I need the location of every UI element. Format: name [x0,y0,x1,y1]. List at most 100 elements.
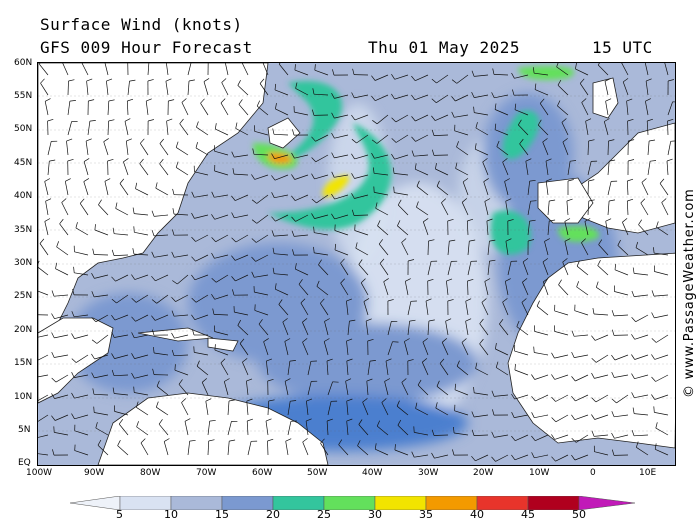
wind-barb [483,181,489,196]
wind-barb-flag [111,249,115,256]
wind-shading [38,68,618,451]
wind-barb [535,394,549,402]
wind-barb [514,369,529,376]
wind-barb [360,282,369,296]
wind-barb-flag [324,318,330,322]
wind-barb-flag [571,395,576,402]
wind-barb-flag [232,289,235,296]
colorbar-label-15: 15 [215,508,229,521]
wind-barb [334,249,349,256]
wind-barb-flag [131,297,137,303]
wind-barb-flag [151,230,155,237]
wind-barb [514,109,529,116]
wind-barb [187,441,191,456]
wind-barb-flag [387,299,394,302]
wind-barb-flag [45,98,51,102]
wind-barb-flag [79,198,85,204]
wind-barb [93,254,109,256]
wind-barb-flag [220,358,226,364]
wind-barb [246,381,249,396]
wind-barb-flag [511,72,515,79]
wind-barb [456,365,469,376]
wind-barb [213,314,229,316]
wind-barb [475,368,489,376]
wind-barb [496,367,509,376]
wind-barb-flag [452,449,455,456]
wind-barb [187,80,190,96]
wind-barb [415,134,429,142]
wind-barb [626,180,629,196]
wind-barb [374,172,389,176]
wind-barb [114,233,129,236]
wind-barb [38,434,49,438]
wind-barb-flag [271,175,276,181]
colorbar-low-arrow [70,496,121,510]
wind-barb-flag [408,259,415,262]
wind-barb-flag [482,158,488,163]
wind-barb [356,134,369,144]
wind-barb-flag [471,70,475,77]
wind-barb-flag [107,158,114,162]
wind-barb [177,274,189,285]
wind-barb-flag [631,429,635,436]
wind-barb [502,301,509,316]
wind-barb-flag [351,209,355,216]
wind-barb [85,141,89,156]
wind-barb-flag [291,195,296,201]
wind-barb [315,134,329,142]
wind-barb [334,214,349,220]
wind-barb [535,434,549,442]
wind-barb [320,303,329,316]
wind-barb [545,161,549,176]
wind-barb [234,311,249,316]
wind-barb [594,414,609,420]
wind-barb [154,214,169,217]
wind-barb-flag [352,68,355,75]
wind-barb-flag [39,63,41,65]
wind-barb [53,294,69,297]
wind-barb [554,374,569,380]
wind-barb [555,394,569,402]
wind-barb [401,382,409,396]
wind-barb-flag [191,256,196,262]
wind-barb-flag [231,276,236,282]
wind-barb [174,334,189,339]
wind-barb [316,286,329,296]
wind-barb-flag [377,220,381,226]
wind-barb [334,94,349,99]
wind-barb [262,63,269,76]
wind-barb-flag [632,407,635,414]
wind-barb [195,254,209,262]
wind-barb-flag [475,122,478,129]
wind-barb-flag [75,222,78,228]
wind-barb [346,301,349,316]
land [38,63,675,465]
wind-barb [274,273,289,276]
wind-barb-flag [576,281,580,288]
wind-barb [67,121,72,136]
wind-barb-flag [581,238,586,243]
wind-barb-flag [294,263,297,270]
wind-barb [354,154,369,160]
wind-barb-flag [394,444,396,451]
wind-barb-flag [492,68,495,75]
wind-barb [314,174,329,180]
wind-barb [107,100,110,116]
wind-barb [634,413,649,416]
wind-barb [647,161,651,176]
wind-barb-flag [231,255,236,261]
wind-barb [346,401,349,416]
wind-barb [507,261,512,276]
wind-barb [474,392,489,396]
wind-barb-flag [561,118,567,123]
wind-barb [214,214,229,220]
wind-barb-flag [181,398,187,403]
wind-barb-flag [267,378,274,382]
wind-barb-flag [311,198,317,204]
wind-barb [574,310,589,316]
wind-barb [435,407,449,416]
wind-barb [634,374,649,380]
wind-barb [254,174,269,180]
wind-barb-flag [305,418,312,422]
wind-barb-flag [271,216,276,222]
